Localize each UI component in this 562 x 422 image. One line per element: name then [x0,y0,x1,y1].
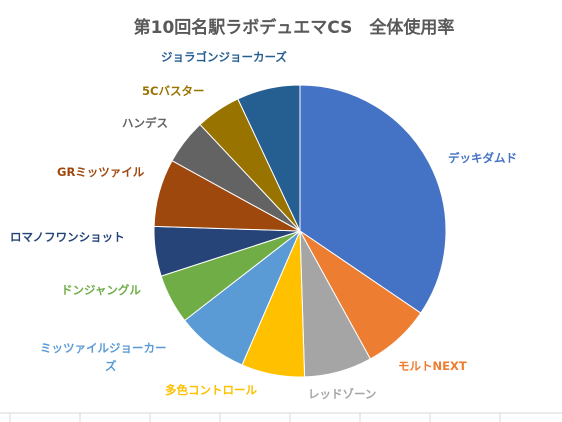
pie-slice [299,84,447,314]
slice-label: デッキダムド [448,151,517,165]
slice-label: レッドゾーン [308,387,376,401]
slice-label: モルトNEXT [398,359,467,373]
pie-slice [237,84,301,232]
bottom-gridlines [0,412,562,422]
slice-label: ドンジャングル [61,283,141,297]
pie-slices [153,84,447,378]
slice-label: ハンデス [122,116,168,130]
chart-title: 第10回名駅ラボデュエマCS 全体使用率 [134,17,455,38]
slice-label: GRミッツァイル [57,165,145,179]
slice-label: 多色コントロール [165,383,257,397]
slice-label: ロマノフワンショット [10,230,125,244]
slice-label: ジョラゴンジョーカーズ [161,50,287,64]
slice-label: 5Cバスター [142,84,204,98]
slice-label: ミッツァイルジョーカーズ [40,341,167,373]
